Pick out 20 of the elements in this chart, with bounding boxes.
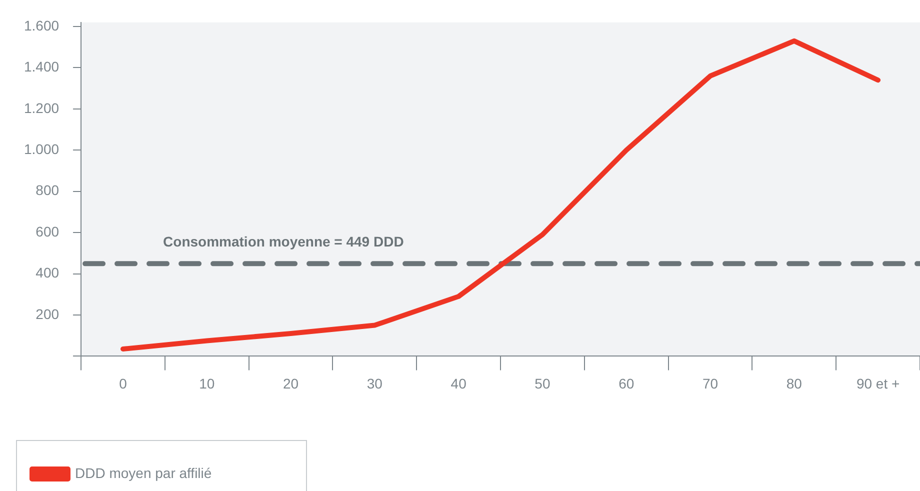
x-tick-label: 70 xyxy=(702,375,718,392)
x-tick-label: 80 xyxy=(786,375,802,392)
y-tick-label: 400 xyxy=(36,264,60,281)
x-tick-label: 30 xyxy=(366,375,383,392)
x-tick-label: 60 xyxy=(618,375,634,392)
legend-label: DDD moyen par affilié xyxy=(75,464,212,481)
x-tick-label: 40 xyxy=(450,375,467,392)
y-tick-label: 200 xyxy=(36,306,60,322)
ref-line-label: Consommation moyenne = 449 DDD xyxy=(163,234,404,250)
x-tick-label: 10 xyxy=(199,375,215,392)
y-tick-label: 800 xyxy=(36,182,60,198)
y-tick-label: 1.600 xyxy=(24,17,60,34)
x-tick-label: 20 xyxy=(282,375,299,392)
y-tick-label: 1.400 xyxy=(24,58,60,75)
y-tick-label: 1.000 xyxy=(24,141,60,158)
x-tick-label: 50 xyxy=(534,375,550,392)
x-tick-label: 0 xyxy=(119,375,128,392)
y-tick-label: 600 xyxy=(36,223,60,240)
x-tick-label: 90 et + xyxy=(856,375,900,392)
y-tick-label: 1.200 xyxy=(24,100,60,116)
